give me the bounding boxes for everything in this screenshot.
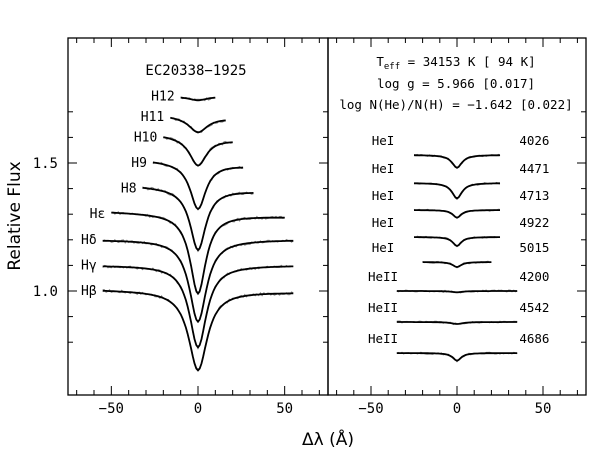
balmer-label: Hβ xyxy=(81,284,97,299)
model-profile-0 xyxy=(102,289,294,372)
abundance-annotation: log N(He)/N(H) = −1.642 [0.022] xyxy=(339,97,572,112)
he-ion-label: HeI xyxy=(372,240,395,255)
left-panel-ticks: −50 0 50 1.0 1.5 xyxy=(33,38,328,417)
he-wavelength-label: 4686 xyxy=(519,331,549,346)
he-ion-label: HeII xyxy=(368,300,398,315)
left-panel-frame xyxy=(67,37,329,396)
he-ion-label: HeI xyxy=(372,161,395,176)
he-wavelength-label: 4713 xyxy=(519,188,549,203)
balmer-label: Hε xyxy=(90,207,106,222)
x-tick-label: 50 xyxy=(535,401,552,417)
y-tick-label: 1.5 xyxy=(33,156,58,172)
observed-profile-6 xyxy=(163,137,234,167)
model-profile-5 xyxy=(152,161,244,211)
balmer-label: H8 xyxy=(121,182,137,197)
model-he-profile-3 xyxy=(414,236,500,248)
observed-profile-5 xyxy=(152,161,244,211)
balmer-label: H11 xyxy=(141,110,164,125)
observed-profile-0 xyxy=(102,289,294,371)
model-profile-2 xyxy=(102,239,294,324)
right-panel-ticks: −50 0 50 xyxy=(336,38,586,417)
observed-he-profile-0 xyxy=(413,153,501,169)
balmer-label: Hγ xyxy=(81,258,97,273)
model-he-profile-4 xyxy=(422,261,492,269)
x-tick-label: −50 xyxy=(358,401,383,417)
he-wavelength-label: 5015 xyxy=(519,240,549,255)
x-axis-title: Δλ (Å) xyxy=(302,428,354,450)
model-he-profile-7 xyxy=(396,352,518,362)
model-profile-7 xyxy=(170,116,226,134)
x-tick-label: 50 xyxy=(276,401,293,417)
model-he-profile-0 xyxy=(413,154,501,169)
model-profile-3 xyxy=(111,211,285,296)
model-profile-1 xyxy=(102,265,294,349)
logg-annotation: log g = 5.966 [0.017] xyxy=(377,76,535,91)
he-ion-label: HeII xyxy=(368,331,398,346)
he-wavelength-label: 4026 xyxy=(519,133,549,148)
x-tick-label: 0 xyxy=(453,401,461,417)
he-wavelength-label: 4542 xyxy=(519,300,549,315)
balmer-label: H10 xyxy=(134,130,157,145)
observed-profile-3 xyxy=(111,210,285,294)
left-panel-title: EC20338−1925 xyxy=(145,63,246,79)
he-ion-label: HeI xyxy=(372,133,395,148)
teff-annotation: Teff = 34153 K [ 94 K] xyxy=(376,54,535,72)
observed-he-profile-1 xyxy=(413,181,501,200)
model-profile-6 xyxy=(163,136,233,167)
helium-line-labels: HeI 4026 HeI 4471 HeI 4713 HeI 4922 HeI 5015 HeII 4… xyxy=(368,133,549,346)
balmer-line-labels: Hβ Hγ Hδ Hε H8 H9 H10 H11 H12 xyxy=(81,89,175,299)
he-ion-label: HeII xyxy=(368,269,398,284)
balmer-line-profiles xyxy=(102,96,294,372)
balmer-label: Hδ xyxy=(81,233,97,248)
model-he-profile-5 xyxy=(396,290,518,294)
model-he-profile-6 xyxy=(396,321,518,325)
x-tick-label: −50 xyxy=(99,401,124,417)
he-ion-label: HeI xyxy=(372,215,395,230)
balmer-label: H12 xyxy=(151,89,174,104)
model-profile-8 xyxy=(180,96,216,102)
he-wavelength-label: 4922 xyxy=(519,215,549,230)
he-ion-label: HeI xyxy=(372,188,395,203)
model-he-profile-2 xyxy=(414,209,500,219)
balmer-label: H9 xyxy=(131,156,147,171)
model-profile-4 xyxy=(142,186,254,252)
x-tick-label: 0 xyxy=(194,401,202,417)
helium-line-profiles xyxy=(396,153,518,363)
he-wavelength-label: 4471 xyxy=(519,161,549,176)
y-axis-title: Relative Flux xyxy=(5,161,25,270)
observed-profile-1 xyxy=(102,264,294,350)
he-wavelength-label: 4200 xyxy=(519,269,549,284)
y-tick-label: 1.0 xyxy=(33,284,58,300)
model-he-profile-1 xyxy=(414,182,500,200)
